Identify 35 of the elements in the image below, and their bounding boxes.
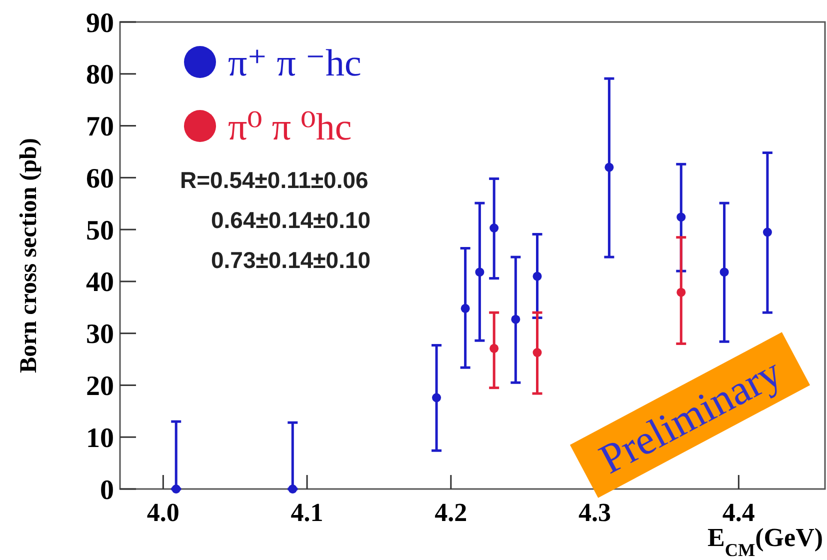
point — [511, 314, 520, 324]
legend-label: π⁰ π ⁰hc — [228, 106, 352, 148]
point — [720, 268, 729, 277]
legend-label: π⁺ π ⁻hc — [228, 42, 362, 84]
point — [762, 228, 772, 237]
y-tick-label: 40 — [86, 267, 114, 298]
x-tick-label: 4.0 — [146, 498, 180, 527]
point — [475, 268, 484, 277]
x-tick-label: 4.1 — [290, 498, 324, 527]
y-axis-title: Born cross section (pb) — [16, 138, 42, 373]
point — [460, 304, 470, 313]
point — [676, 212, 686, 222]
point — [532, 348, 542, 358]
y-tick-label: 10 — [86, 422, 114, 454]
x-tick-label: 4.2 — [434, 498, 468, 527]
y-tick-label: 70 — [86, 112, 114, 143]
y-tick-label: 90 — [86, 8, 114, 39]
y-tick-label: 0 — [100, 474, 114, 506]
y-tick-label: 20 — [86, 371, 114, 402]
point — [490, 344, 499, 353]
point — [172, 484, 181, 494]
x-tick-label: 4.3 — [578, 498, 612, 527]
annotation: 0.64±0.14±0.10 — [211, 207, 371, 233]
annotation: R=0.54±0.11±0.06 — [180, 167, 368, 193]
point — [676, 288, 686, 297]
y-tick-label: 30 — [86, 319, 114, 350]
annotation: 0.73±0.14±0.10 — [211, 247, 371, 273]
point — [490, 224, 499, 232]
point — [288, 484, 298, 494]
point — [532, 272, 542, 281]
point — [604, 162, 614, 172]
point — [432, 393, 442, 402]
y-tick-label: 80 — [86, 60, 114, 91]
y-tick-label: 50 — [86, 215, 114, 246]
y-tick-label: 60 — [86, 163, 114, 194]
